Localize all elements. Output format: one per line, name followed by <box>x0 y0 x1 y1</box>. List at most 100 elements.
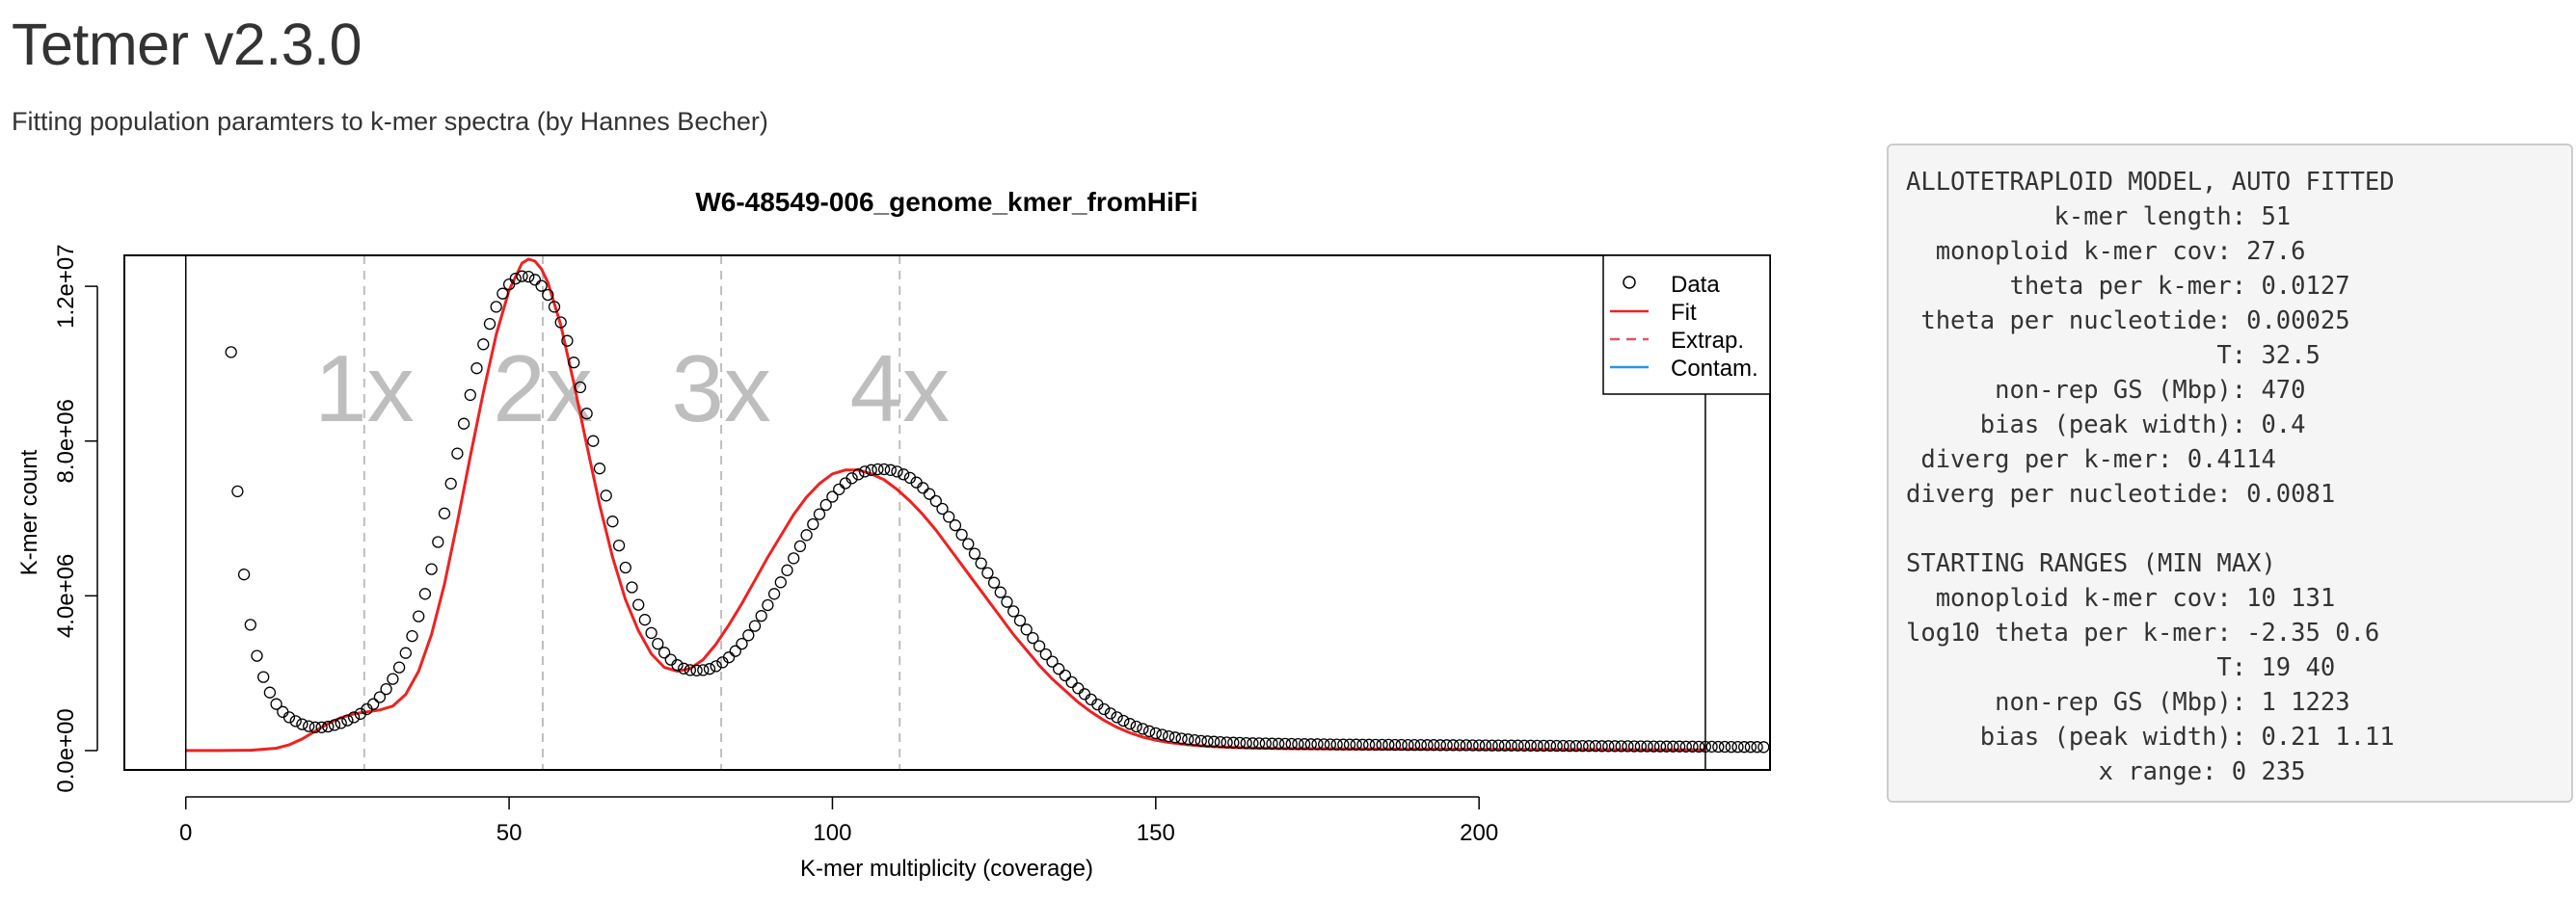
data-point <box>1492 739 1505 752</box>
data-point <box>231 485 244 498</box>
data-point <box>710 660 722 673</box>
peak-label: 3x <box>671 335 771 441</box>
data-point <box>1576 739 1589 753</box>
data-point <box>748 620 762 632</box>
data-point <box>1208 735 1221 748</box>
data-point <box>1751 741 1763 754</box>
legend-box <box>1602 254 1771 395</box>
legend-label: Contam. <box>1671 356 1758 382</box>
data-point <box>438 507 451 519</box>
data-point <box>1046 655 1059 668</box>
data-point <box>244 619 256 631</box>
data-point <box>554 316 567 329</box>
data-point <box>490 301 502 313</box>
peak-markers: 1x 2x 3x 4x <box>314 255 950 770</box>
data-point <box>845 472 858 485</box>
data-point <box>632 598 645 611</box>
data-point <box>335 717 347 729</box>
data-point <box>1679 740 1692 753</box>
data-point <box>406 629 418 643</box>
data-point <box>270 698 282 710</box>
data-point <box>1738 741 1751 754</box>
data-point <box>483 317 496 331</box>
data-point <box>1156 728 1168 741</box>
data-point <box>1705 740 1718 754</box>
data-point <box>1194 734 1207 748</box>
data-point <box>865 463 877 476</box>
data-point <box>949 519 962 532</box>
data-point <box>664 653 677 666</box>
data-point <box>1001 596 1013 608</box>
summary-line: STARTING RANGES (MIN MAX) <box>1906 549 2276 578</box>
data-point <box>729 645 741 657</box>
x-tick-label: 50 <box>496 820 523 846</box>
data-point <box>1142 725 1156 737</box>
data-point <box>1362 738 1376 751</box>
peak-label: 1x <box>314 335 415 441</box>
data-point <box>858 465 872 478</box>
data-point <box>568 357 580 369</box>
data-point <box>1648 740 1660 753</box>
data-point <box>626 581 638 594</box>
data-point <box>1596 740 1608 753</box>
data-point <box>457 417 470 430</box>
data-point <box>1563 739 1576 753</box>
data-point <box>1123 718 1137 730</box>
summary-line <box>1906 512 2554 546</box>
data-point <box>392 661 406 674</box>
data-point <box>1583 740 1596 753</box>
data-point <box>1111 711 1123 724</box>
summary-line: k-mer length: 51 <box>1906 202 2292 231</box>
app-title: Tetmer v2.3.0 <box>12 12 362 77</box>
data-point <box>1240 736 1252 750</box>
x-tick-label: 200 <box>1460 820 1498 846</box>
data-point <box>574 381 587 394</box>
data-point <box>1247 737 1259 750</box>
y-axis-label: K-mer count <box>16 449 42 575</box>
data-point <box>1388 738 1402 752</box>
data-point <box>1350 738 1362 751</box>
data-point <box>464 388 476 402</box>
data-point <box>793 540 807 553</box>
data-point <box>1227 736 1240 749</box>
data-point <box>1408 738 1421 752</box>
data-point <box>496 287 509 300</box>
data-point <box>807 517 819 531</box>
data-point <box>523 270 535 283</box>
data-point <box>955 528 968 542</box>
data-point <box>1292 737 1304 751</box>
data-point <box>929 494 942 508</box>
data-point <box>470 362 483 375</box>
x-tick-label: 150 <box>1137 820 1175 846</box>
data-point <box>1570 739 1582 753</box>
data-point <box>1252 737 1266 750</box>
data-point <box>1168 731 1182 744</box>
data-point <box>1033 640 1046 652</box>
data-point <box>788 552 800 565</box>
data-point <box>1298 738 1311 751</box>
data-point <box>477 338 490 351</box>
data-point <box>800 529 813 542</box>
data-point <box>697 664 710 676</box>
data-point <box>917 482 929 494</box>
data-point <box>1512 739 1524 752</box>
data-point <box>619 561 631 574</box>
data-point <box>1078 688 1091 701</box>
data-point <box>1434 739 1447 752</box>
summary-line: T: 32.5 <box>1906 341 2321 370</box>
data-point <box>528 274 542 286</box>
data-point <box>722 651 736 664</box>
data-point <box>1758 741 1770 754</box>
data-point <box>432 536 444 548</box>
data-point <box>1498 739 1512 752</box>
data-point <box>1608 740 1622 753</box>
data-point <box>612 539 626 552</box>
data-point <box>1072 682 1085 695</box>
data-point <box>1414 738 1427 752</box>
data-point <box>1744 741 1758 754</box>
model-summary-panel: ALLOTETRAPLOID MODEL, AUTO FITTED k-mer … <box>1887 144 2573 803</box>
data-point <box>742 629 755 642</box>
data-point <box>1266 737 1278 750</box>
data-point <box>1686 740 1699 753</box>
data-point <box>347 711 361 724</box>
